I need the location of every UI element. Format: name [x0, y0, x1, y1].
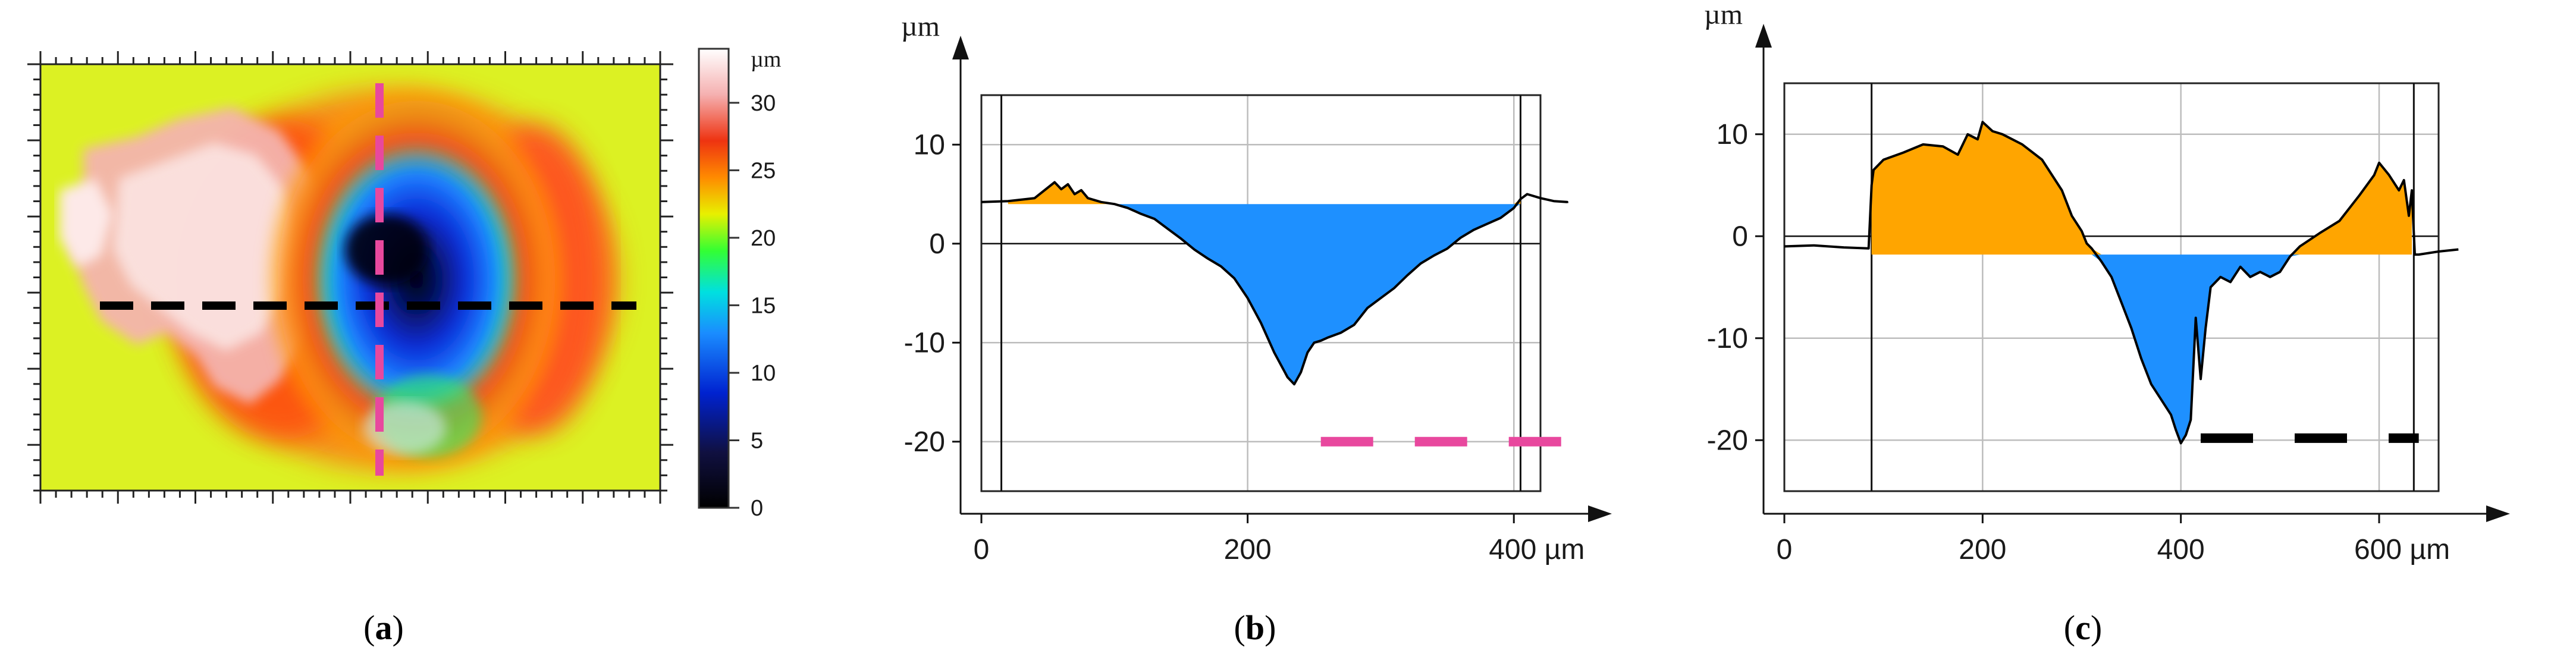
panel-label-b: (b) — [1234, 608, 1276, 647]
x-tick-label: 200 — [1959, 534, 2006, 565]
plot-frame — [980, 94, 1542, 492]
y-tick-label: 10 — [914, 129, 945, 161]
heatmap-image — [40, 64, 660, 491]
x-axis-arrow — [2486, 505, 2510, 522]
heatmap-panel-a: 0 5 10 15 20 25 30 µm — [27, 47, 781, 521]
plot-frame — [1783, 82, 2440, 492]
x-tick-label: 400 — [2157, 534, 2205, 565]
colorbar-tick-label: 25 — [751, 158, 776, 183]
y-axis-arrow — [1755, 24, 1772, 48]
x-tick-label: 600 µm — [2354, 534, 2450, 565]
y-axis-label: µm — [1704, 0, 1743, 30]
colorbar-tick-label: 30 — [751, 91, 776, 116]
profile-line — [1784, 121, 2459, 445]
y-axis-arrow — [952, 36, 969, 59]
area-below-reference — [1008, 204, 1521, 385]
y-tick-label: -10 — [1707, 323, 1748, 354]
profile-line — [981, 181, 1568, 386]
y-tick-label: -20 — [904, 426, 945, 458]
colorbar-tick-label: 5 — [751, 428, 763, 453]
colorbar-tick-label: 15 — [751, 293, 776, 318]
y-tick-label: 0 — [929, 228, 945, 260]
x-axis-arrow — [1588, 505, 1612, 522]
y-tick-label: 10 — [1717, 119, 1748, 150]
colorbar-tick-label: 0 — [751, 496, 763, 521]
x-tick-label: 0 — [1777, 534, 1793, 565]
y-axis-label: µm — [901, 11, 940, 42]
colorbar-ticks: 0 5 10 15 20 25 30 — [729, 91, 776, 521]
x-tick-label: 200 — [1224, 534, 1272, 565]
colorbar — [698, 48, 730, 509]
area-below-reference — [1871, 254, 2412, 444]
y-tick-label: -10 — [904, 327, 945, 359]
area-above-reference — [1871, 122, 2412, 255]
panel-label-c: (c) — [2064, 608, 2102, 647]
y-tick-label: 0 — [1732, 221, 1748, 252]
area-above-reference — [1008, 182, 1521, 205]
x-tick-label: 0 — [974, 534, 990, 565]
y-tick-label: -20 — [1707, 425, 1748, 456]
heatmap-ticks — [27, 51, 673, 504]
panel-label-a: (a) — [363, 608, 404, 647]
colorbar-tick-label: 10 — [751, 361, 776, 386]
colorbar-tick-label: 20 — [751, 226, 776, 251]
colorbar-unit: µm — [751, 47, 781, 72]
x-tick-label: 400 µm — [1489, 534, 1584, 565]
